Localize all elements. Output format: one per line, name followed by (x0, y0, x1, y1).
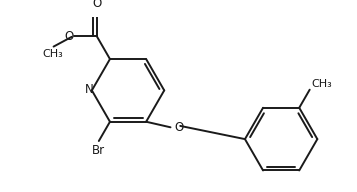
Text: O: O (174, 121, 183, 134)
Text: Br: Br (91, 144, 105, 157)
Text: O: O (65, 30, 74, 43)
Text: N: N (85, 83, 94, 96)
Text: O: O (92, 0, 101, 10)
Text: CH₃: CH₃ (42, 49, 63, 59)
Text: CH₃: CH₃ (311, 79, 332, 89)
